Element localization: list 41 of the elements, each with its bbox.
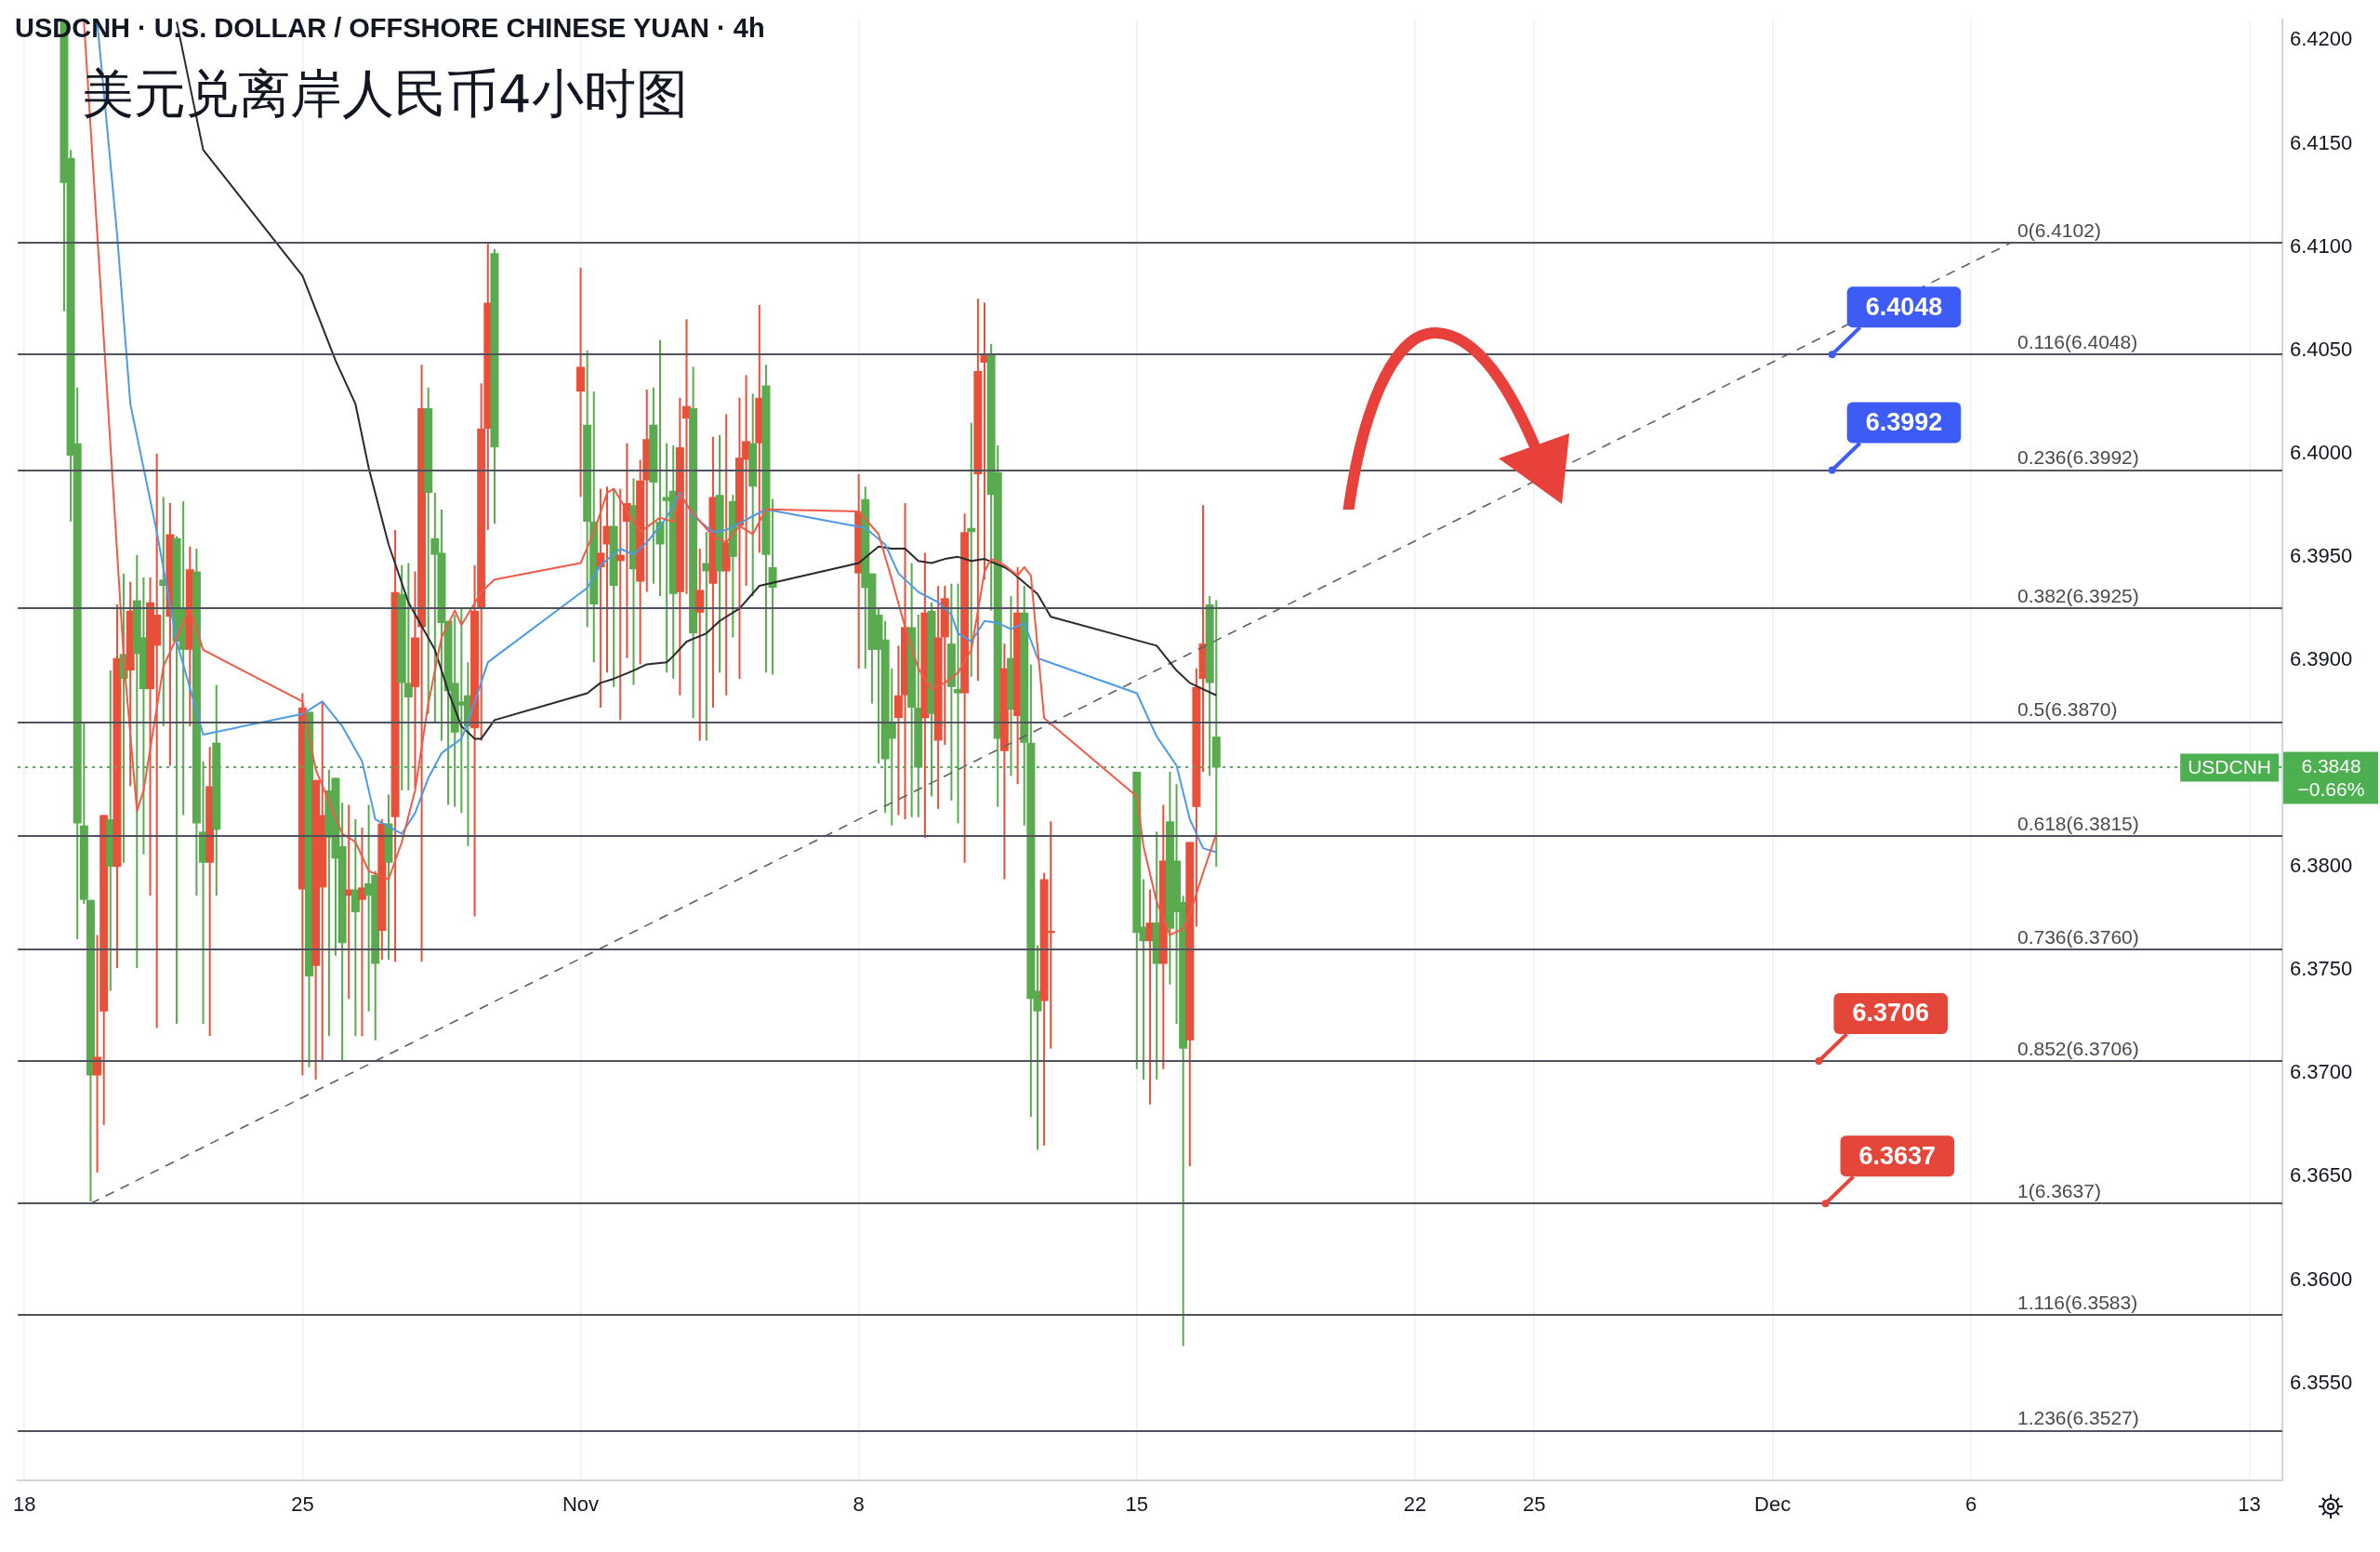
y-tick-label: 6.3750 bbox=[2290, 957, 2353, 981]
y-tick-label: 6.4200 bbox=[2290, 27, 2353, 51]
ref-line-label: 1.116(6.3583) bbox=[2017, 1292, 2138, 1314]
annotation: 6.3637 bbox=[1858, 1141, 1937, 1170]
annotation: 6.4048 bbox=[1865, 292, 1943, 321]
y-tick-label: 6.4150 bbox=[2290, 130, 2353, 154]
x-tick-label: 22 bbox=[1403, 1492, 1427, 1517]
annotation: 6.3992 bbox=[1865, 408, 1943, 436]
ref-line-label: USDCNH bbox=[2188, 756, 2272, 778]
text: −0.66% bbox=[2297, 778, 2365, 801]
ref-line-label: 0.116(6.4048) bbox=[2017, 330, 2138, 352]
ref-line-label: 1(6.3637) bbox=[2017, 1180, 2101, 1202]
x-tick-label: 18 bbox=[12, 1492, 36, 1517]
x-tick-label: 25 bbox=[291, 1492, 314, 1517]
y-tick-label: 6.3650 bbox=[2290, 1163, 2353, 1187]
annotation: 6.3706 bbox=[1852, 999, 1930, 1028]
y-tick-label: 6.3950 bbox=[2290, 543, 2353, 567]
ref-line-label: 0.618(6.3815) bbox=[2017, 812, 2139, 834]
ref-line-label: 0.736(6.3760) bbox=[2017, 925, 2139, 948]
y-tick-label: 6.4000 bbox=[2290, 440, 2353, 464]
x-tick-label: 8 bbox=[853, 1492, 865, 1517]
y-tick-label: 6.4050 bbox=[2290, 337, 2353, 361]
y-tick-label: 6.3600 bbox=[2290, 1267, 2353, 1291]
y-tick-label: 6.3800 bbox=[2290, 854, 2353, 878]
y-tick-label: 6.3900 bbox=[2290, 647, 2353, 671]
ref-line-label: 0.236(6.3992) bbox=[2017, 446, 2139, 469]
x-tick-label: Dec bbox=[1754, 1492, 1792, 1517]
x-tick-label: 15 bbox=[1125, 1492, 1149, 1517]
ref-line-label: 0.852(6.3706) bbox=[2017, 1037, 2139, 1059]
ref-line-label: 0.5(6.3870) bbox=[2017, 698, 2118, 721]
y-tick-label: 6.3550 bbox=[2290, 1370, 2353, 1394]
text: 6.3848 bbox=[2301, 755, 2361, 777]
ref-line-label: 0(6.4102) bbox=[2017, 219, 2101, 241]
ref-line-label: 0.382(6.3925) bbox=[2017, 585, 2139, 607]
x-tick-label: 25 bbox=[1522, 1492, 1546, 1517]
y-tick-label: 6.4100 bbox=[2290, 233, 2353, 258]
ref-line-label: 1.236(6.3527) bbox=[2017, 1407, 2139, 1429]
x-tick-label: 13 bbox=[2238, 1492, 2261, 1517]
y-tick-label: 6.3700 bbox=[2290, 1060, 2353, 1084]
x-tick-label: 6 bbox=[1965, 1492, 1977, 1517]
x-tick-label: Nov bbox=[562, 1492, 600, 1517]
